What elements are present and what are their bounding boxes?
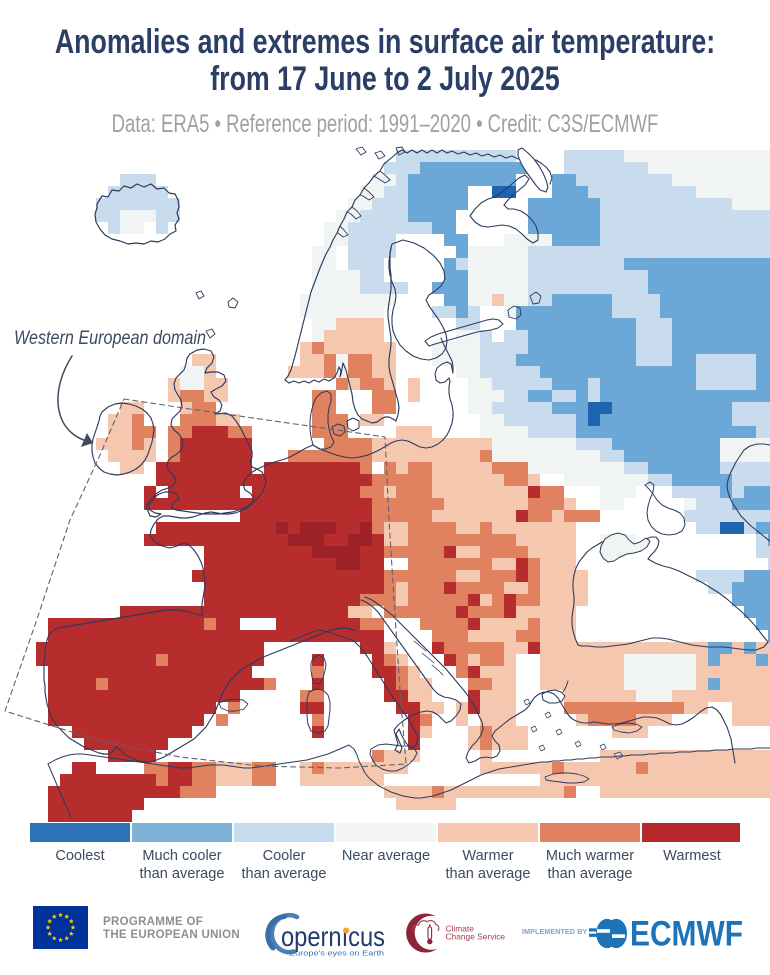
svg-text:Western European domain: Western European domain (14, 328, 206, 349)
svg-text:Change Service: Change Service (446, 931, 506, 941)
svg-text:opernıcus: opernıcus (281, 921, 385, 952)
svg-text:Europe's eyes on Earth: Europe's eyes on Earth (289, 949, 384, 958)
svg-text:Climate: Climate (446, 924, 475, 934)
svg-text:ECMWF: ECMWF (630, 915, 743, 951)
